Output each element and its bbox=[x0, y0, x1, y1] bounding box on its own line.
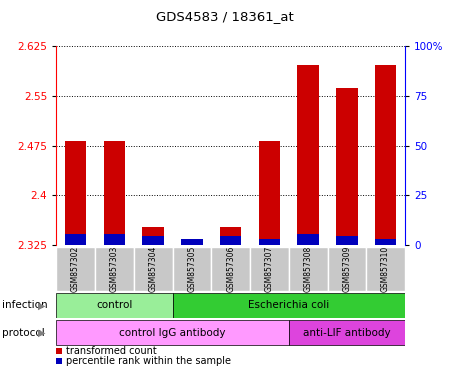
Bar bbox=[95, 247, 134, 291]
Bar bbox=[336, 237, 358, 245]
Text: percentile rank within the sample: percentile rank within the sample bbox=[66, 356, 230, 366]
Text: control IgG antibody: control IgG antibody bbox=[119, 328, 226, 338]
Bar bbox=[172, 293, 405, 318]
Text: ▶: ▶ bbox=[38, 328, 46, 338]
Text: GSM857310: GSM857310 bbox=[381, 246, 390, 292]
Bar bbox=[65, 141, 86, 245]
Bar bbox=[297, 234, 319, 245]
Bar bbox=[65, 234, 86, 245]
Bar bbox=[375, 239, 396, 245]
Bar bbox=[143, 237, 164, 245]
Text: GSM857305: GSM857305 bbox=[187, 246, 196, 292]
Bar bbox=[181, 240, 203, 245]
Text: GSM857307: GSM857307 bbox=[265, 246, 274, 292]
Bar bbox=[259, 141, 280, 245]
Bar bbox=[134, 247, 172, 291]
Bar bbox=[104, 141, 125, 245]
Bar bbox=[104, 234, 125, 245]
Text: GSM857304: GSM857304 bbox=[148, 246, 157, 292]
Bar bbox=[259, 239, 280, 245]
Text: GSM857303: GSM857303 bbox=[110, 246, 119, 292]
Text: GSM857306: GSM857306 bbox=[226, 246, 235, 292]
Text: protocol: protocol bbox=[2, 328, 45, 338]
Bar bbox=[289, 247, 328, 291]
Bar bbox=[328, 247, 366, 291]
Bar bbox=[297, 65, 319, 245]
Bar bbox=[366, 247, 405, 291]
Bar bbox=[172, 247, 211, 291]
Text: Escherichia coli: Escherichia coli bbox=[248, 300, 329, 310]
Text: GSM857308: GSM857308 bbox=[304, 246, 313, 292]
Text: transformed count: transformed count bbox=[66, 346, 156, 356]
Bar bbox=[289, 320, 405, 345]
Text: anti-LIF antibody: anti-LIF antibody bbox=[303, 328, 391, 338]
Bar bbox=[220, 227, 241, 245]
Bar bbox=[181, 239, 203, 245]
Bar bbox=[211, 247, 250, 291]
Text: infection: infection bbox=[2, 300, 48, 310]
Bar bbox=[56, 320, 289, 345]
Bar bbox=[56, 247, 95, 291]
Bar bbox=[220, 237, 241, 245]
Text: GDS4583 / 18361_at: GDS4583 / 18361_at bbox=[156, 10, 294, 23]
Bar bbox=[250, 247, 289, 291]
Bar bbox=[375, 65, 396, 245]
Text: control: control bbox=[96, 300, 133, 310]
Bar bbox=[336, 88, 358, 245]
Text: GSM857302: GSM857302 bbox=[71, 246, 80, 292]
Text: GSM857309: GSM857309 bbox=[342, 246, 351, 292]
Bar bbox=[143, 227, 164, 245]
Bar bbox=[56, 293, 172, 318]
Text: ▶: ▶ bbox=[38, 300, 46, 310]
